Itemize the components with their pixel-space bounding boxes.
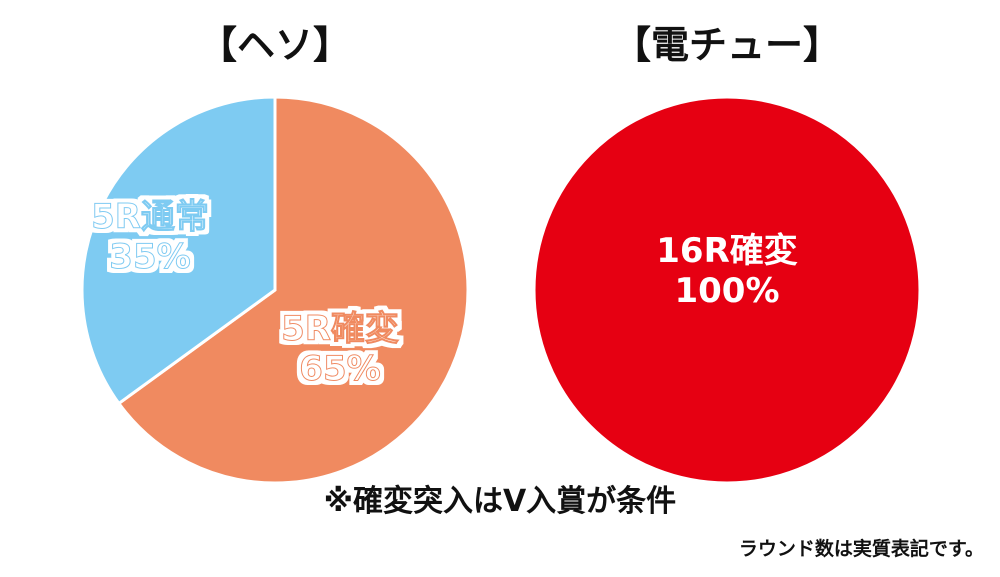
heso-pie-slice-0 (116, 95, 470, 485)
heso-pie-slice-1 (80, 95, 277, 406)
heso-slice-value-0: 65% (299, 349, 380, 389)
heso-slice-name-0: 5R確変 (281, 309, 399, 349)
v-entry-condition-note: ※確変突入はV入賞が条件 (323, 484, 677, 519)
heso-chart-title: 【ヘソ】 (198, 23, 352, 67)
heso-slice-label-1: 5R通常 35% (91, 197, 209, 277)
denchu-pie: 16R確変 100% (532, 95, 922, 485)
heso-slice-name-1: 5R通常 (91, 197, 209, 237)
round-count-footnote: ラウンド数は実質表記です。 (738, 538, 984, 560)
heso-slice-label-0: 5R確変 65% (281, 309, 399, 389)
heso-slice-value-1: 35% (109, 237, 190, 277)
denchu-pie-slice-0 (532, 95, 922, 485)
denchu-slice-value-0: 100% (674, 271, 779, 311)
denchu-slice-label-0: 16R確変 100% (656, 231, 798, 311)
denchu-slice-name-0: 16R確変 (656, 231, 798, 271)
denchu-chart-title: 【電チュー】 (612, 23, 842, 67)
heso-pie: 5R確変 65% 5R通常 35% (80, 95, 470, 485)
